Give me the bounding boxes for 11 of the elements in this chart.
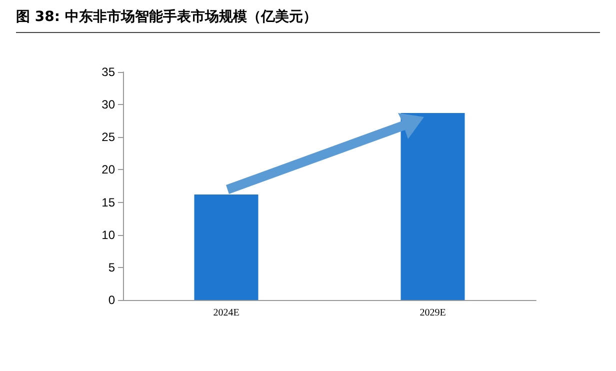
- y-tick-label: 35: [102, 65, 116, 79]
- y-tick-label: 0: [108, 293, 116, 307]
- chart-title: 图 38: 中东非市场智能手表市场规模（亿美元）: [16, 8, 600, 33]
- y-tick-label: 30: [102, 98, 116, 112]
- y-tick-label: 15: [102, 195, 116, 210]
- x-tick-label: 2029E: [420, 308, 446, 318]
- y-tick-label: 10: [102, 228, 116, 242]
- y-tick-label: 25: [102, 130, 116, 144]
- y-tick-label: 20: [102, 162, 116, 177]
- y-tick-label: 5: [108, 260, 116, 274]
- x-tick-label: 2024E: [213, 308, 240, 318]
